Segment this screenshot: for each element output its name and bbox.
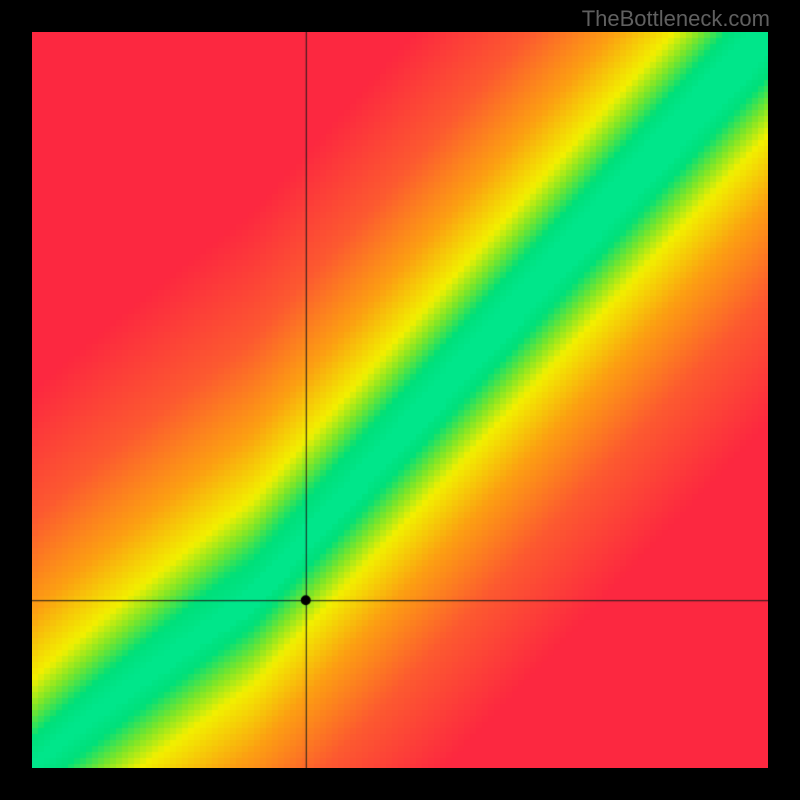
watermark-text: TheBottleneck.com [582,6,770,32]
chart-container: TheBottleneck.com [0,0,800,800]
heatmap-canvas [32,32,768,768]
heatmap-plot [32,32,768,768]
